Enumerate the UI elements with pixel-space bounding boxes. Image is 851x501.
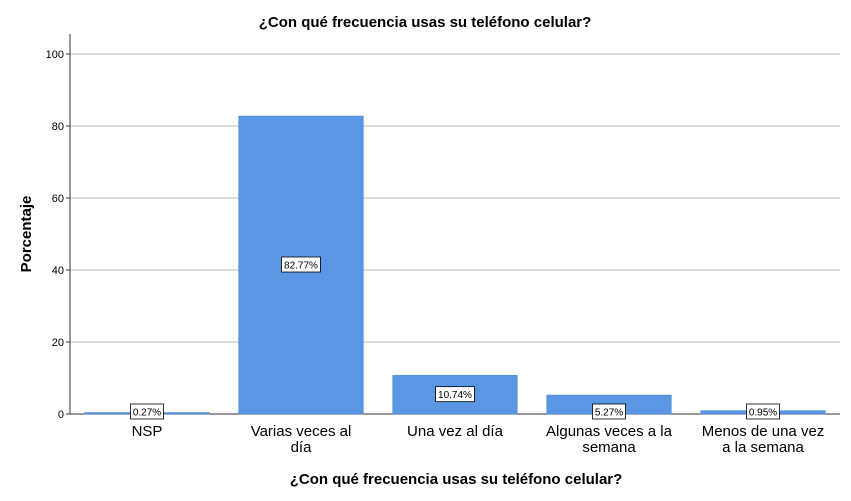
data-label: 10.74% (438, 390, 472, 401)
plot-area: 0 20 40 60 80 100 0.27% NSP 82.77% Varias veces a… (46, 34, 840, 456)
x-tick-label: Algunas veces a la (546, 423, 673, 440)
x-tick-label: día (291, 439, 313, 456)
x-tick-label: Una vez al día (407, 423, 504, 440)
x-tick-label: a la semana (722, 439, 804, 456)
y-tick-label: 60 (52, 193, 64, 205)
x-tick-label: Menos de una vez (702, 423, 825, 440)
x-tick-label: Varias veces al (251, 423, 352, 440)
data-label-box (130, 403, 164, 420)
y-axis-title: Porcentaje (18, 196, 35, 273)
data-label: 5.27% (595, 408, 623, 419)
y-tick-label: 0 (58, 409, 64, 421)
y-tick-label: 20 (52, 337, 64, 349)
data-label-box (746, 403, 780, 420)
data-label-box (592, 403, 626, 420)
data-label: 0.27% (133, 408, 161, 419)
y-tick-label: 80 (52, 121, 64, 133)
data-label-box (281, 256, 321, 273)
y-tick-label: 40 (52, 265, 64, 277)
x-axis-title: ¿Con qué frecuencia usas su teléfono cel… (290, 471, 623, 488)
data-label-box (435, 386, 475, 403)
x-tick-label: NSP (132, 423, 163, 440)
chart-title: ¿Con qué frecuencia usas su teléfono cel… (259, 14, 592, 31)
data-label: 82.77% (284, 261, 318, 272)
x-tick-label: semana (582, 439, 636, 456)
data-label: 0.95% (749, 408, 777, 419)
y-tick-label: 100 (46, 49, 64, 61)
